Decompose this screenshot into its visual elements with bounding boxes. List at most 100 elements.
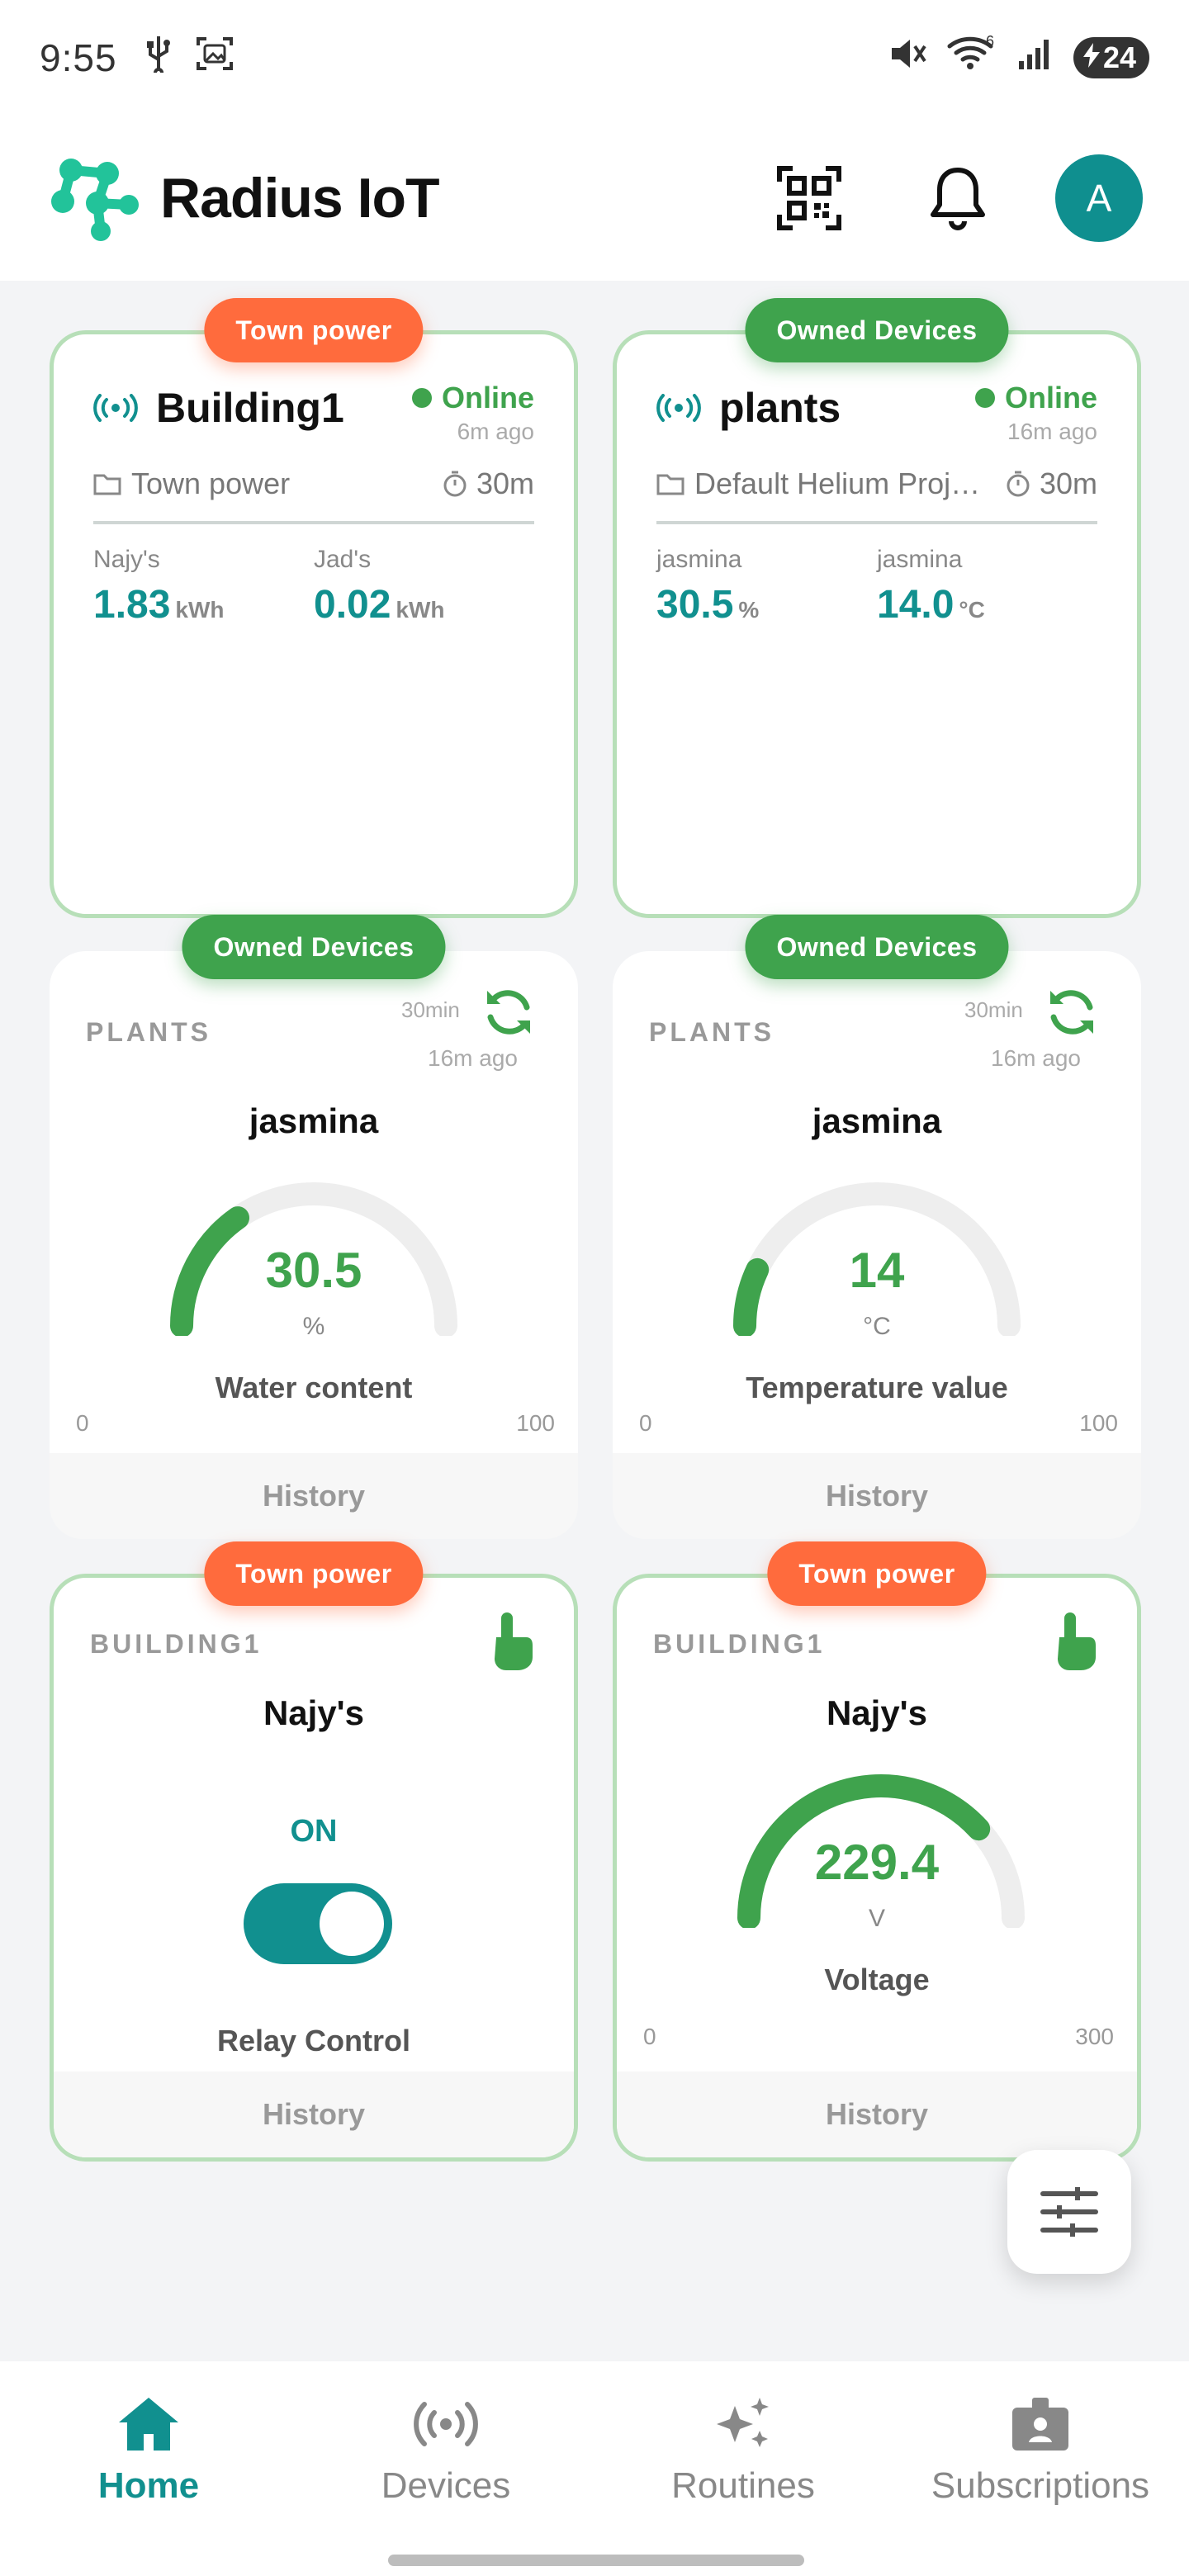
report-interval: 30m [476,466,534,500]
antenna-icon [656,394,701,422]
gauge-max: 300 [1075,2024,1114,2049]
reading-value: 14.0 [877,583,955,627]
widget-interval: 30min [401,997,460,1022]
gauge-label: Water content [215,1371,413,1404]
antenna-icon [93,394,138,422]
status-label: Online [1004,381,1097,414]
history-button[interactable]: History [50,1453,578,1539]
filter-fab[interactable] [1007,2150,1131,2274]
home-icon [119,2398,178,2451]
nav-label: Devices [381,2465,511,2506]
gauge-value: 14 [849,1243,905,1298]
relay-toggle[interactable] [244,1883,392,1964]
devices-icon [414,2402,478,2446]
widget-voltage[interactable]: Town power BUILDING1 Najy's 229.4 V Volt… [613,1541,1141,2162]
folder-name: Town power [131,466,291,500]
divider [656,521,1097,524]
reading-label: Jad's [314,546,372,573]
gauge [170,1182,457,1336]
timer-icon [1007,471,1030,497]
nav-label: Home [97,2465,200,2506]
online-status: Online [974,381,1097,415]
history-button[interactable]: History [617,2072,1137,2157]
folder-icon [656,474,685,495]
widget-title: Najy's [263,1693,365,1732]
user-avatar[interactable]: A [1055,154,1143,242]
last-seen: 6m ago [457,419,534,444]
nav-subscriptions[interactable]: Subscriptions [892,2361,1189,2576]
widget-category: BUILDING1 [90,1629,263,1659]
reading-label: Najy's [93,546,160,573]
card-badge: Town power [204,298,424,362]
relay-state: ON [290,1814,338,1849]
device-name: plants [719,385,841,431]
battery-level: 24 [1102,40,1136,74]
nav-devices[interactable]: Devices [297,2361,594,2576]
status-dot [411,388,432,408]
widget-interval: 30min [964,997,1023,1022]
device-card-plants[interactable]: Owned Devices plants Online 16m ago Defa… [613,298,1141,918]
signal-icon [1017,35,1055,82]
timer-icon [443,471,467,497]
gauge-value: 30.5 [265,1243,362,1298]
reading-value: 30.5 [656,583,734,627]
reading-unit: °C [959,597,985,623]
reading-temperature: jasmina 14.0 °C [877,546,1097,627]
nav-label: Subscriptions [931,2465,1150,2506]
gauge-label: Temperature value [746,1371,1008,1404]
device-card-building1[interactable]: Town power Building1 Online 6m ago Town … [50,298,578,918]
reading-unit: kWh [175,597,225,623]
widget-badge: Town power [204,1541,424,1606]
refresh-icon[interactable] [1042,983,1101,1046]
widget-temperature[interactable]: Owned Devices PLANTS 30min 16m ago jasmi… [613,915,1141,1539]
card-badge: Owned Devices [745,298,1009,362]
status-time: 9:55 [40,36,117,79]
reading-value: 1.83 [93,583,171,627]
widget-relay-control[interactable]: Town power BUILDING1 Najy's ON Relay Con… [50,1541,578,2162]
widget-badge: Owned Devices [182,915,446,979]
battery-indicator: 24 [1073,37,1149,78]
gauge-min: 0 [643,2024,656,2049]
history-button[interactable]: History [613,1453,1141,1539]
relay-label: Relay Control [216,2024,411,2057]
gauge-fill [737,1774,991,1928]
usb-icon [144,35,173,82]
widget-category: BUILDING1 [653,1629,826,1659]
widget-title: jasmina [812,1101,942,1140]
reading-label: jasmina [656,546,742,573]
refresh-icon[interactable] [479,983,538,1046]
sparkle-icon [717,2398,769,2447]
gauge-unit: °C [863,1313,891,1340]
status-bar: 9:55 6 24 [0,0,1189,116]
gauge [737,1774,1025,1928]
status-dot [974,388,995,408]
gauge-max: 100 [1079,1410,1118,1436]
history-button[interactable]: History [54,2072,574,2157]
qr-scan-button[interactable] [760,149,859,248]
reading-label: jasmina [877,546,963,573]
reading-najys: Najy's 1.83 kWh [93,546,314,627]
widget-title: Najy's [826,1693,928,1732]
qr-code-icon [777,166,841,230]
folder-name: Default Helium Proj… [694,466,981,500]
home-indicator [388,2555,804,2566]
nav-home[interactable]: Home [0,2361,297,2576]
widget-last-seen: 16m ago [428,1045,518,1071]
gauge-unit: V [868,1905,885,1932]
online-status: Online [411,381,534,415]
device-name: Building1 [156,385,344,431]
touch-icon [1046,1609,1099,1676]
notifications-button[interactable] [908,149,1007,248]
wifi-icon: 6 [946,33,999,82]
gauge-max: 100 [516,1410,555,1436]
divider [93,521,534,524]
widget-badge: Owned Devices [745,915,1009,979]
widget-water-content[interactable]: Owned Devices PLANTS 30min 16m ago jasmi… [50,915,578,1539]
status-label: Online [441,381,534,414]
nav-label: Routines [671,2465,815,2506]
reading-water: jasmina 30.5% [656,546,877,627]
widget-category: PLANTS [86,1017,211,1047]
mute-icon [887,35,928,82]
nav-routines[interactable]: Routines [594,2361,892,2576]
app-header: Radius IoT A [0,116,1189,281]
